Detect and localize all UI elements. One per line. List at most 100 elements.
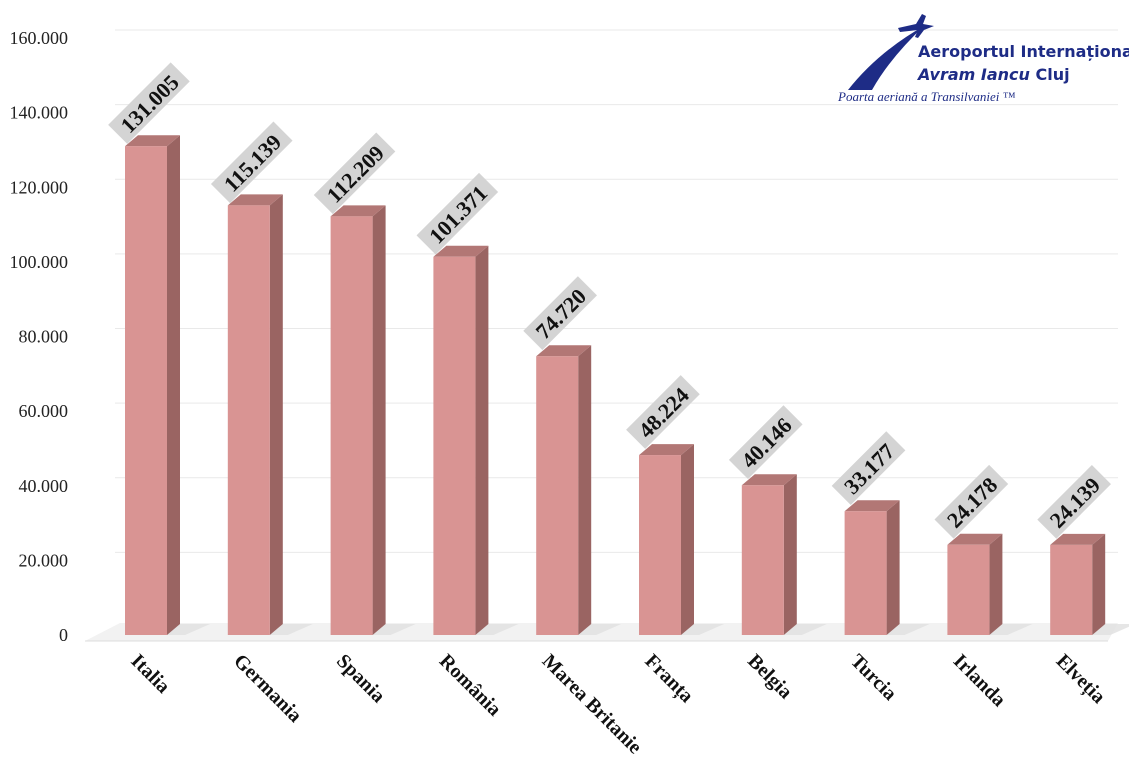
logo-tagline: Poarta aeriană a Transilvaniei ™ — [838, 89, 1016, 104]
data-label-text: 40.146 — [736, 413, 796, 473]
logo-subtitle-rest: Cluj — [1029, 65, 1070, 84]
bar-side — [783, 474, 797, 635]
category-label: Turcia — [846, 650, 901, 705]
bars — [125, 135, 1129, 635]
data-label-box — [728, 405, 803, 479]
bar-marea-britanie — [536, 356, 579, 635]
data-label-box — [934, 464, 1009, 539]
bar-top — [227, 194, 283, 206]
data-label-text: 24.178 — [942, 472, 1002, 532]
bar-italia — [125, 146, 167, 635]
y-tick-label: 0 — [59, 625, 68, 645]
data-label: 24.178 — [934, 464, 1009, 539]
category-label: Elveția — [1051, 650, 1110, 709]
bar-shadow — [372, 624, 416, 635]
bar-elveția — [1050, 544, 1093, 635]
airport-logo: Aeroportul Internațional Avram Iancu Clu… — [838, 12, 1129, 112]
bar-side — [1092, 533, 1106, 635]
category-label: Belgia — [743, 650, 796, 703]
data-label: 48.224 — [626, 375, 700, 449]
bar-shadow — [475, 624, 519, 635]
data-label-text: 24.139 — [1045, 472, 1105, 532]
logo-subtitle-italic: Avram Iancu — [918, 65, 1030, 84]
bar-side — [167, 135, 180, 635]
data-label: 101.371 — [416, 172, 499, 255]
airplane-logo-icon — [848, 14, 934, 90]
data-label-box — [416, 172, 499, 255]
data-label-box — [523, 276, 597, 350]
category-label: Germania — [229, 650, 306, 727]
y-tick-label: 140.000 — [10, 103, 69, 123]
bar-românia — [433, 256, 476, 635]
bar-top — [125, 135, 180, 147]
category-label: Marea Britanie — [538, 650, 646, 758]
bar-franța — [639, 455, 681, 635]
bar-top — [741, 474, 797, 486]
data-label: 115.139 — [210, 121, 293, 204]
data-label-text: 74.720 — [531, 284, 591, 344]
data-label-box — [626, 375, 700, 449]
data-label-text: 131.005 — [116, 70, 184, 138]
bar-top — [330, 205, 386, 217]
bar-spania — [330, 216, 373, 635]
y-tick-label: 120.000 — [10, 177, 69, 197]
bar-side — [989, 533, 1003, 635]
bar-shadow — [783, 624, 827, 635]
data-label: 24.139 — [1037, 465, 1111, 539]
category-label: Spania — [332, 650, 389, 707]
bar-top — [1050, 533, 1106, 545]
bar-turcia — [844, 511, 887, 635]
data-label-box — [313, 132, 396, 215]
data-label-text: 115.139 — [219, 129, 286, 196]
y-tick-label: 40.000 — [19, 476, 69, 496]
category-labels: Italia Germania Spania România Marea Britani… — [126, 650, 1109, 758]
bar-shadow — [886, 624, 930, 635]
logo-subtitle: Avram Iancu Cluj — [918, 65, 1070, 84]
data-label: 33.177 — [831, 431, 906, 505]
bar-shadow — [681, 624, 724, 635]
bar-top — [639, 444, 694, 456]
category-label: Irlanda — [949, 650, 1010, 711]
bar-germania — [227, 205, 270, 635]
data-label-text: 33.177 — [839, 439, 899, 499]
y-tick-label: 100.000 — [10, 252, 69, 272]
bar-side — [578, 345, 592, 635]
bar-shadow — [1092, 624, 1129, 635]
bar-side — [886, 500, 900, 635]
data-label: 131.005 — [108, 62, 190, 144]
bar-shadow — [167, 624, 210, 635]
bar-belgia — [741, 485, 784, 635]
bar-side — [681, 444, 694, 635]
data-label-text: 48.224 — [633, 382, 693, 442]
bar-shadow — [578, 624, 622, 635]
data-label: 40.146 — [728, 405, 803, 479]
data-label: 74.720 — [523, 276, 597, 350]
category-label: România — [435, 650, 506, 721]
data-label-box — [831, 431, 906, 505]
y-axis-tick-labels: 0 20.000 40.000 60.000 80.000 100.000 120.000 1… — [10, 28, 69, 645]
category-label: Franța — [640, 650, 698, 708]
bar-shadow — [269, 624, 313, 635]
bar-side — [269, 194, 283, 635]
y-tick-label: 20.000 — [19, 550, 69, 570]
bar-side — [475, 245, 489, 635]
data-label: 112.209 — [313, 132, 396, 215]
bar-top — [947, 533, 1003, 545]
bar-top — [844, 500, 900, 512]
bar-irlanda — [947, 544, 990, 635]
y-tick-label: 80.000 — [19, 327, 69, 347]
data-label-text: 112.209 — [322, 140, 389, 207]
bar-top — [433, 245, 489, 257]
bar-shadow — [989, 624, 1033, 635]
bar-side — [372, 205, 386, 635]
data-label-box — [210, 121, 293, 204]
data-label-box — [1037, 465, 1111, 539]
y-tick-label: 60.000 — [19, 401, 69, 421]
category-label: Italia — [126, 650, 174, 698]
bar-top — [536, 345, 592, 357]
y-tick-label: 160.000 — [10, 28, 69, 48]
data-label-text: 101.371 — [424, 180, 492, 248]
data-label-box — [108, 62, 190, 144]
logo-title: Aeroportul Internațional — [918, 42, 1129, 61]
